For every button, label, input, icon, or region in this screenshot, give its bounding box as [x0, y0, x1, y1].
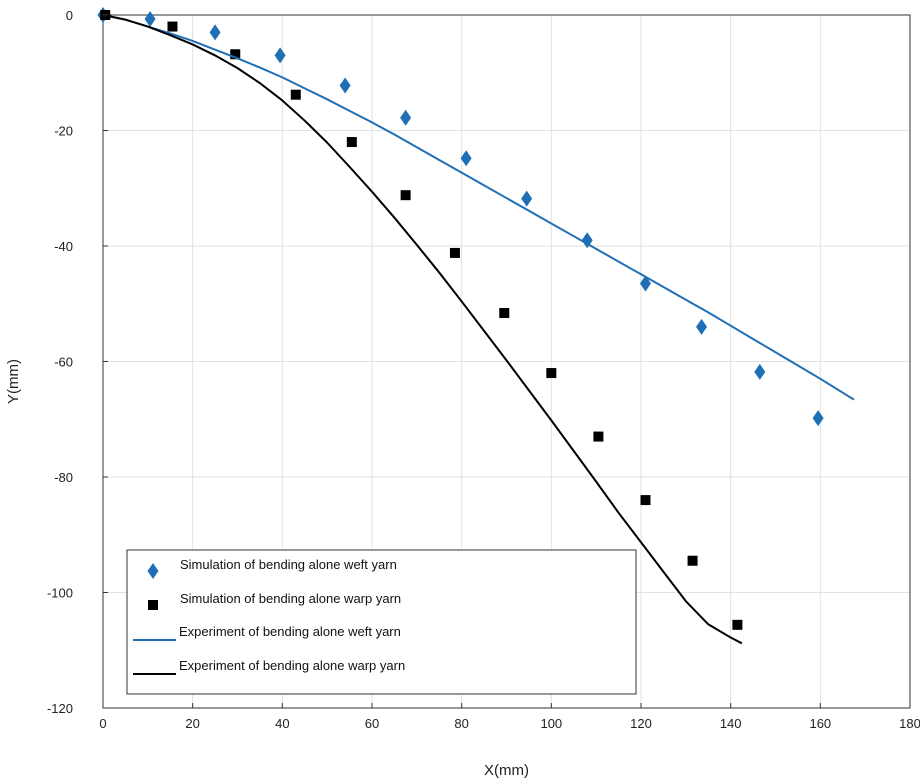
y-tick-label: -60: [54, 355, 73, 370]
x-tick-label: 160: [809, 716, 831, 731]
square-point: [499, 307, 510, 318]
square-point: [546, 368, 557, 379]
legend-label: Simulation of bending alone warp yarn: [180, 591, 401, 606]
legend-label: Simulation of bending alone weft yarn: [180, 557, 397, 572]
y-tick-label: 0: [66, 8, 73, 23]
x-tick-label: 120: [630, 716, 652, 731]
y-axis-label: Y(mm): [5, 359, 22, 404]
legend-label: Experiment of bending alone warp yarn: [179, 658, 405, 673]
x-axis-label: X(mm): [484, 762, 529, 779]
x-tick-label: 60: [365, 716, 379, 731]
tick-labels: 0 20 40 60 80 100 120 140 160 180 0 -20 -40 -60 -80 -10…: [47, 8, 920, 731]
square-point: [593, 431, 604, 442]
y-tick-label: -100: [47, 586, 73, 601]
legend: Simulation of bending alone weft yarn Sim…: [126, 549, 637, 695]
x-tick-label: 40: [275, 716, 289, 731]
diamond-point: [521, 190, 533, 207]
legend-box: [126, 549, 637, 695]
y-tick-label: -40: [54, 239, 73, 254]
x-tick-label: 20: [185, 716, 199, 731]
diamond-point: [812, 410, 824, 427]
series-layer: [97, 7, 855, 645]
diamond-point: [754, 363, 766, 380]
legend-label: Experiment of bending alone weft yarn: [179, 624, 401, 639]
diamond-point: [339, 77, 351, 94]
diamond-point: [144, 11, 156, 28]
x-tick-label: 80: [454, 716, 468, 731]
square-point: [400, 190, 411, 201]
y-tick-label: -20: [54, 124, 73, 139]
legend-diamond-swatch: [147, 563, 159, 579]
x-tick-label: 180: [899, 716, 920, 731]
square-point: [290, 89, 301, 100]
square-point: [640, 495, 651, 506]
y-tick-label: -80: [54, 470, 73, 485]
diamond-point: [209, 24, 221, 41]
square-point: [687, 555, 698, 566]
series-4: [102, 14, 743, 645]
square-point: [346, 137, 357, 148]
diamond-point: [274, 47, 286, 64]
diamond-point: [460, 150, 472, 167]
square-point: [167, 21, 178, 32]
x-tick-label: 140: [720, 716, 742, 731]
series-2: [100, 10, 743, 630]
x-tick-label: 0: [99, 716, 106, 731]
series-3: [102, 14, 855, 401]
square-point: [732, 619, 743, 630]
x-tick-label: 100: [540, 716, 562, 731]
series-1: [97, 7, 824, 427]
y-tick-label: -120: [47, 701, 73, 716]
diamond-point: [400, 109, 412, 126]
series-line: [102, 14, 743, 645]
series-line: [102, 14, 855, 401]
square-point: [449, 247, 460, 258]
square-point: [230, 49, 241, 60]
legend-square-swatch: [148, 600, 158, 610]
diamond-point: [696, 318, 708, 335]
